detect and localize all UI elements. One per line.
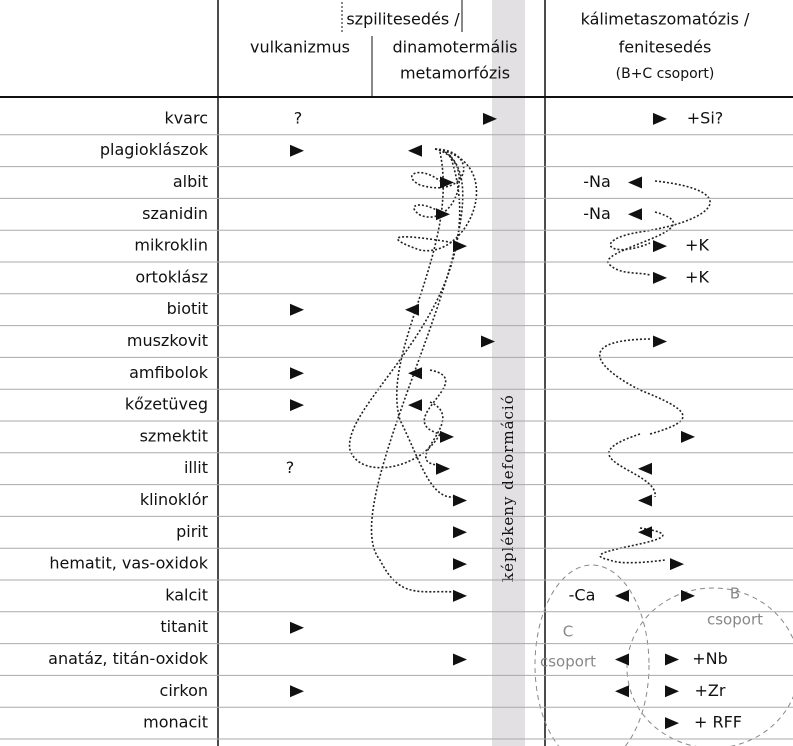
marker <box>453 589 467 602</box>
row-label: kalcit <box>165 585 208 604</box>
marker <box>290 144 304 157</box>
header: (B+C csoport) <box>616 66 715 82</box>
annotation: -Na <box>583 204 611 223</box>
group-label: B <box>730 585 740 603</box>
row-label: szmektit <box>140 426 208 445</box>
marker <box>290 367 304 380</box>
row-label: muszkovit <box>127 331 208 350</box>
annotation: +K <box>685 236 709 255</box>
row-label: ortoklász <box>135 267 208 286</box>
annotation: -Na <box>583 172 611 191</box>
marker <box>436 208 450 221</box>
marker <box>653 271 667 284</box>
group-label: csoport <box>707 611 763 629</box>
row-label: szanidin <box>142 204 208 223</box>
marker <box>290 685 304 698</box>
marker <box>628 176 642 189</box>
marker <box>681 589 695 602</box>
arrows <box>348 148 711 593</box>
annotation: -Ca <box>569 585 596 604</box>
marker <box>408 144 422 157</box>
row-label: anatáz, titán-oxidok <box>48 649 209 668</box>
marker <box>653 335 667 348</box>
annotation: ? <box>286 458 295 477</box>
header: dinamotermális <box>393 38 518 57</box>
marker <box>290 399 304 412</box>
marker <box>453 653 467 666</box>
row-label: pirit <box>176 522 208 541</box>
marker <box>405 303 419 316</box>
marker <box>453 494 467 507</box>
row-label: albit <box>173 172 208 191</box>
marker <box>453 558 467 571</box>
row-label: klinoklór <box>140 490 209 509</box>
annotation: ? <box>294 108 303 127</box>
annotation: +Zr <box>695 681 726 700</box>
annotation: +Si? <box>687 108 724 127</box>
row-label: monacit <box>143 713 208 732</box>
marker <box>440 176 454 189</box>
group-c <box>534 564 650 746</box>
header: vulkanizmus <box>250 38 350 57</box>
marker <box>615 589 629 602</box>
row-label: biotit <box>167 299 208 318</box>
header: fenitesedés <box>619 38 712 57</box>
group-label: C <box>563 623 573 641</box>
marker <box>290 621 304 634</box>
group-b <box>626 587 793 746</box>
header: metamorfózis <box>400 64 510 83</box>
marker <box>670 558 684 571</box>
row-label: plagioklászok <box>100 140 209 159</box>
band-label: képlékeny deformáció <box>499 394 517 582</box>
row-label: hematit, vas-oxidok <box>49 554 208 573</box>
marker <box>436 462 450 475</box>
marker <box>638 526 652 539</box>
marker <box>665 653 679 666</box>
annotation: +K <box>685 267 709 286</box>
marker <box>408 399 422 412</box>
annotation: + RFF <box>694 713 742 732</box>
row-label: titanit <box>160 617 208 636</box>
marker <box>408 367 422 380</box>
marker <box>653 112 667 125</box>
row-label: cirkon <box>160 681 208 700</box>
row-label: illit <box>184 458 208 477</box>
group-label: csoport <box>540 653 596 671</box>
marker <box>638 462 652 475</box>
row-label: kőzetüveg <box>125 395 208 414</box>
deformation-band <box>492 0 525 746</box>
marker <box>615 685 629 698</box>
marker <box>483 112 497 125</box>
marker <box>615 653 629 666</box>
marker <box>665 685 679 698</box>
marker <box>628 208 642 221</box>
marker <box>638 494 652 507</box>
marker <box>453 240 467 253</box>
annotation: +Nb <box>692 649 728 668</box>
header: szpilitesedés / <box>346 10 460 29</box>
marker <box>440 430 454 443</box>
row-label: kvarc <box>164 108 208 127</box>
marker <box>481 335 495 348</box>
row-label: amfibolok <box>129 363 209 382</box>
row-label: mikroklin <box>134 236 208 255</box>
marker <box>665 717 679 730</box>
marker <box>653 240 667 253</box>
header: kálimetaszomatózis / <box>581 10 750 29</box>
marker <box>453 526 467 539</box>
marker <box>290 303 304 316</box>
marker <box>681 430 695 443</box>
